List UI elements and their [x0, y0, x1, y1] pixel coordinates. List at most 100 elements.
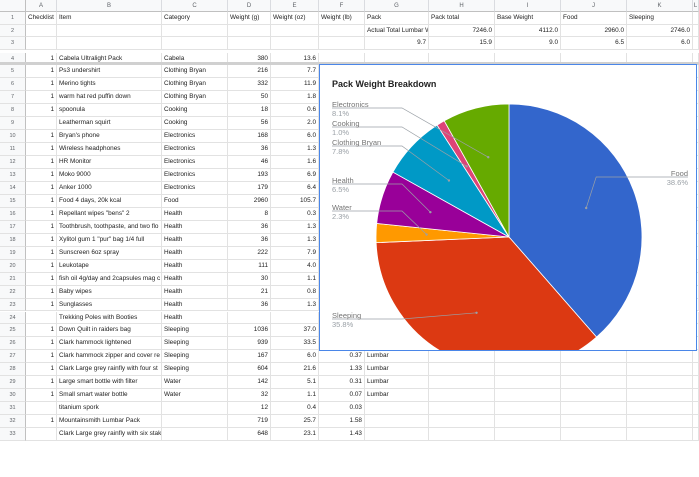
cell-a30[interactable]: 1 — [26, 389, 57, 403]
row-header[interactable]: 9 — [0, 117, 26, 131]
cell-d2[interactable] — [228, 24, 271, 37]
row-header[interactable]: 22 — [0, 285, 26, 299]
cell-a20[interactable]: 1 — [26, 259, 57, 273]
cell-b22[interactable]: Baby wipes — [57, 285, 162, 299]
cell-e10[interactable]: 6.0 — [271, 130, 319, 144]
cell-k3[interactable]: 6.0 — [627, 37, 693, 50]
row-header[interactable]: 17 — [0, 220, 26, 234]
column-header-f[interactable]: F — [319, 0, 365, 12]
cell-j29[interactable] — [561, 376, 627, 390]
cell-b21[interactable]: fish oil 4g/day and 2capsules mag c — [57, 272, 162, 286]
cell-f27[interactable]: 0.37 — [319, 350, 365, 364]
cell-c12[interactable]: Electronics — [162, 156, 228, 170]
cell-e12[interactable]: 1.6 — [271, 156, 319, 170]
cell-l29[interactable] — [693, 376, 699, 390]
cell-b24[interactable]: Trekking Poles with Booties — [57, 311, 162, 325]
cell-b2[interactable] — [57, 24, 162, 37]
cell-h3[interactable]: 15.9 — [429, 37, 495, 50]
column-header-j[interactable]: J — [561, 0, 627, 12]
freeze-divider[interactable] — [0, 62, 699, 65]
cell-c8[interactable]: Cooking — [162, 104, 228, 118]
cell-c14[interactable]: Electronics — [162, 182, 228, 195]
cell-d27[interactable]: 167 — [228, 350, 271, 364]
cell-a17[interactable]: 1 — [26, 220, 57, 234]
cell-d29[interactable]: 142 — [228, 376, 271, 390]
row-header[interactable]: 1 — [0, 12, 26, 25]
cell-e21[interactable]: 1.1 — [271, 272, 319, 286]
column-header-e[interactable]: E — [271, 0, 319, 12]
row-header[interactable]: 15 — [0, 194, 26, 208]
cell-l30[interactable] — [693, 389, 699, 403]
cell-a24[interactable] — [26, 311, 57, 325]
cell-l27[interactable] — [693, 350, 699, 364]
cell-a25[interactable]: 1 — [26, 324, 57, 338]
cell-c30[interactable]: Water — [162, 389, 228, 403]
cell-c3[interactable] — [162, 37, 228, 50]
cell-b25[interactable]: Down Quilt in raiders bag — [57, 324, 162, 338]
cell-a9[interactable] — [26, 117, 57, 131]
cell-d11[interactable]: 36 — [228, 143, 271, 157]
cell-b17[interactable]: Toothbrush, toothpaste, and two flo — [57, 220, 162, 234]
cell-b31[interactable]: titanium spork — [57, 402, 162, 416]
cell-a5[interactable]: 1 — [26, 65, 57, 79]
cell-d9[interactable]: 56 — [228, 117, 271, 131]
cell-d15[interactable]: 2960 — [228, 194, 271, 208]
cell-b20[interactable]: Leukotape — [57, 259, 162, 273]
cell-b30[interactable]: Small smart water bottle — [57, 389, 162, 403]
cell-b8[interactable]: spoonula — [57, 104, 162, 118]
cell-d33[interactable]: 648 — [228, 428, 271, 441]
cell-a31[interactable] — [26, 402, 57, 416]
cell-d21[interactable]: 30 — [228, 272, 271, 286]
cell-a28[interactable]: 1 — [26, 363, 57, 377]
cell-a13[interactable]: 1 — [26, 169, 57, 182]
row-header[interactable]: 3 — [0, 37, 26, 50]
cell-c20[interactable]: Health — [162, 259, 228, 273]
cell-g2[interactable]: Actual Total Lumbar W — [365, 24, 429, 37]
cell-c16[interactable]: Health — [162, 207, 228, 221]
cell-k33[interactable] — [627, 428, 693, 441]
cell-d5[interactable]: 216 — [228, 65, 271, 79]
cell-c19[interactable]: Health — [162, 246, 228, 260]
cell-j30[interactable] — [561, 389, 627, 403]
cell-i29[interactable] — [495, 376, 561, 390]
cell-g3[interactable]: 9.7 — [365, 37, 429, 50]
cell-b12[interactable]: HR Monitor — [57, 156, 162, 170]
cell-e30[interactable]: 1.1 — [271, 389, 319, 403]
cell-c18[interactable]: Health — [162, 233, 228, 247]
cell-e7[interactable]: 1.8 — [271, 91, 319, 105]
row-header[interactable]: 23 — [0, 298, 26, 312]
cell-c10[interactable]: Electronics — [162, 130, 228, 144]
row-header[interactable]: 14 — [0, 182, 26, 195]
row-header[interactable]: 27 — [0, 350, 26, 364]
cell-c22[interactable]: Health — [162, 285, 228, 299]
cell-b27[interactable]: Clark hammock zipper and cover re — [57, 350, 162, 364]
cell-b9[interactable]: Leatherman squirt — [57, 117, 162, 131]
column-header-i[interactable]: I — [495, 0, 561, 12]
cell-b28[interactable]: Clark Large grey rainfly with four st — [57, 363, 162, 377]
cell-e22[interactable]: 0.8 — [271, 285, 319, 299]
cell-e24[interactable] — [271, 311, 319, 325]
cell-b3[interactable] — [57, 37, 162, 50]
cell-b19[interactable]: Sunscreen 6oz spray — [57, 246, 162, 260]
cell-d25[interactable]: 1036 — [228, 324, 271, 338]
cell-a26[interactable]: 1 — [26, 337, 57, 351]
cell-b6[interactable]: Merino tights — [57, 78, 162, 92]
cell-a33[interactable] — [26, 428, 57, 441]
cell-f3[interactable] — [319, 37, 365, 50]
cell-b23[interactable]: Sunglasses — [57, 298, 162, 312]
row-header[interactable]: 10 — [0, 130, 26, 144]
cell-d31[interactable]: 12 — [228, 402, 271, 416]
row-header[interactable]: 29 — [0, 376, 26, 390]
cell-e17[interactable]: 1.3 — [271, 220, 319, 234]
cell-e32[interactable]: 25.7 — [271, 415, 319, 429]
cell-c33[interactable] — [162, 428, 228, 441]
cell-e15[interactable]: 105.7 — [271, 194, 319, 208]
cell-e11[interactable]: 1.3 — [271, 143, 319, 157]
cell-k2[interactable]: 2746.0 — [627, 24, 693, 37]
cell-e29[interactable]: 5.1 — [271, 376, 319, 390]
cell-e6[interactable]: 11.9 — [271, 78, 319, 92]
cell-l32[interactable] — [693, 415, 699, 429]
cell-j1[interactable]: Food — [561, 12, 627, 25]
row-header[interactable]: 18 — [0, 233, 26, 247]
cell-k28[interactable] — [627, 363, 693, 377]
